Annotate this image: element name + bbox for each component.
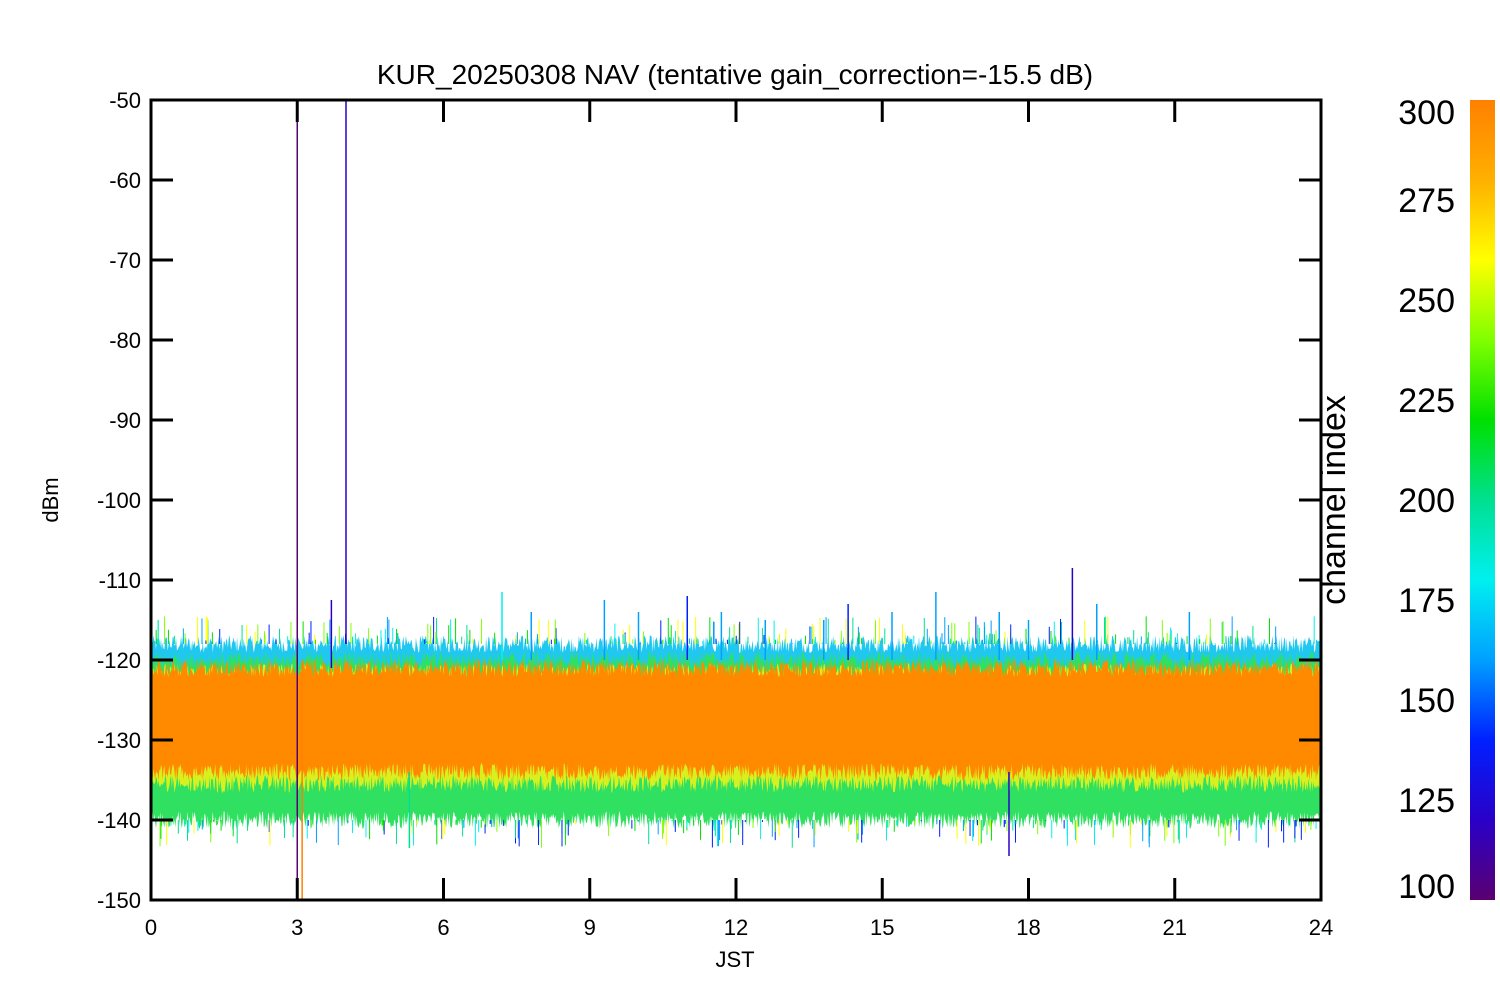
colorbar-tick-label: 125 (1398, 782, 1455, 820)
x-tick-label: 18 (1016, 915, 1040, 940)
x-tick-label: 3 (291, 915, 303, 940)
noise-band-core (151, 659, 1321, 781)
colorbar-tick-label: 275 (1398, 182, 1455, 220)
chart-title: KUR_20250308 NAV (tentative gain_correct… (377, 59, 1093, 90)
x-tick-label: 12 (724, 915, 748, 940)
y-tick-label: -150 (97, 888, 141, 913)
colorbar-tick-label: 300 (1398, 94, 1455, 132)
x-tick-label: 6 (437, 915, 449, 940)
y-tick-label: -60 (109, 168, 141, 193)
colorbar-tick-label: 175 (1398, 582, 1455, 620)
colorbar-label: channel index (1315, 395, 1353, 605)
colorbar-tick-label: 100 (1398, 868, 1455, 906)
x-tick-label: 21 (1163, 915, 1187, 940)
y-tick-label: -80 (109, 328, 141, 353)
x-tick-label: 0 (145, 915, 157, 940)
y-tick-label: -110 (99, 568, 141, 593)
x-tick-label: 24 (1309, 915, 1333, 940)
y-tick-label: -70 (109, 248, 141, 273)
y-axis-label: dBm (38, 477, 63, 522)
y-tick-label: -120 (97, 648, 141, 673)
x-tick-label: 15 (870, 915, 894, 940)
colorbar-tick-label: 225 (1398, 382, 1455, 420)
colorbar-tick-label: 200 (1398, 482, 1455, 520)
colorbar (1470, 100, 1495, 900)
y-tick-label: -130 (97, 728, 141, 753)
noise-texture (151, 616, 1317, 848)
y-tick-label: -50 (109, 88, 141, 113)
y-tick-label: -90 (109, 408, 141, 433)
colorbar-tick-label: 150 (1398, 682, 1455, 720)
x-axis-label: JST (715, 947, 754, 972)
colorbar-tick-label: 250 (1398, 282, 1455, 320)
y-tick-label: -140 (97, 808, 141, 833)
x-tick-label: 9 (584, 915, 596, 940)
y-tick-label: -100 (97, 488, 141, 513)
